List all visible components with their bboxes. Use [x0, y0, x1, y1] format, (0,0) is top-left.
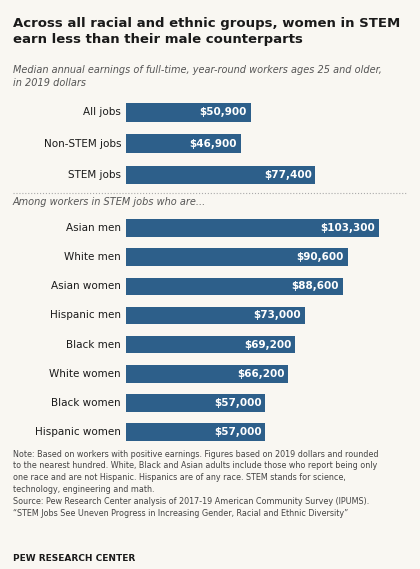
Text: Median annual earnings of full-time, year-round workers ages 25 and older,
in 20: Median annual earnings of full-time, yea… [13, 65, 381, 88]
Bar [126, 336, 295, 353]
Text: Black women: Black women [52, 398, 121, 408]
Text: Note: Based on workers with positive earnings. Figures based on 2019 dollars and: Note: Based on workers with positive ear… [13, 450, 378, 518]
Text: Non-STEM jobs: Non-STEM jobs [44, 139, 121, 149]
Bar [126, 394, 265, 412]
Bar [126, 134, 241, 153]
Bar [126, 248, 348, 266]
Text: Hispanic men: Hispanic men [50, 311, 121, 320]
Bar [126, 365, 288, 382]
Text: $46,900: $46,900 [189, 139, 237, 149]
Text: $103,300: $103,300 [320, 223, 375, 233]
Bar [126, 166, 315, 184]
Text: $66,200: $66,200 [237, 369, 284, 379]
Bar [126, 219, 379, 237]
Text: Asian men: Asian men [66, 223, 121, 233]
Text: Hispanic women: Hispanic women [35, 427, 121, 437]
Bar [126, 423, 265, 441]
Bar [126, 103, 251, 122]
Text: White women: White women [50, 369, 121, 379]
Text: $90,600: $90,600 [297, 252, 344, 262]
Text: Black men: Black men [66, 340, 121, 349]
Text: $73,000: $73,000 [253, 311, 301, 320]
Bar [126, 278, 343, 295]
Text: Among workers in STEM jobs who are...: Among workers in STEM jobs who are... [13, 197, 206, 207]
Text: Asian women: Asian women [51, 281, 121, 291]
Text: $57,000: $57,000 [214, 398, 262, 408]
Text: $50,900: $50,900 [200, 108, 247, 117]
Text: Across all racial and ethnic groups, women in STEM
earn less than their male cou: Across all racial and ethnic groups, wom… [13, 17, 400, 46]
Bar [126, 307, 304, 324]
Text: $69,200: $69,200 [244, 340, 291, 349]
Text: All jobs: All jobs [83, 108, 121, 117]
Text: PEW RESEARCH CENTER: PEW RESEARCH CENTER [13, 554, 135, 563]
Text: White men: White men [64, 252, 121, 262]
Text: STEM jobs: STEM jobs [68, 170, 121, 180]
Text: $77,400: $77,400 [264, 170, 312, 180]
Text: $88,600: $88,600 [291, 281, 339, 291]
Text: $57,000: $57,000 [214, 427, 262, 437]
